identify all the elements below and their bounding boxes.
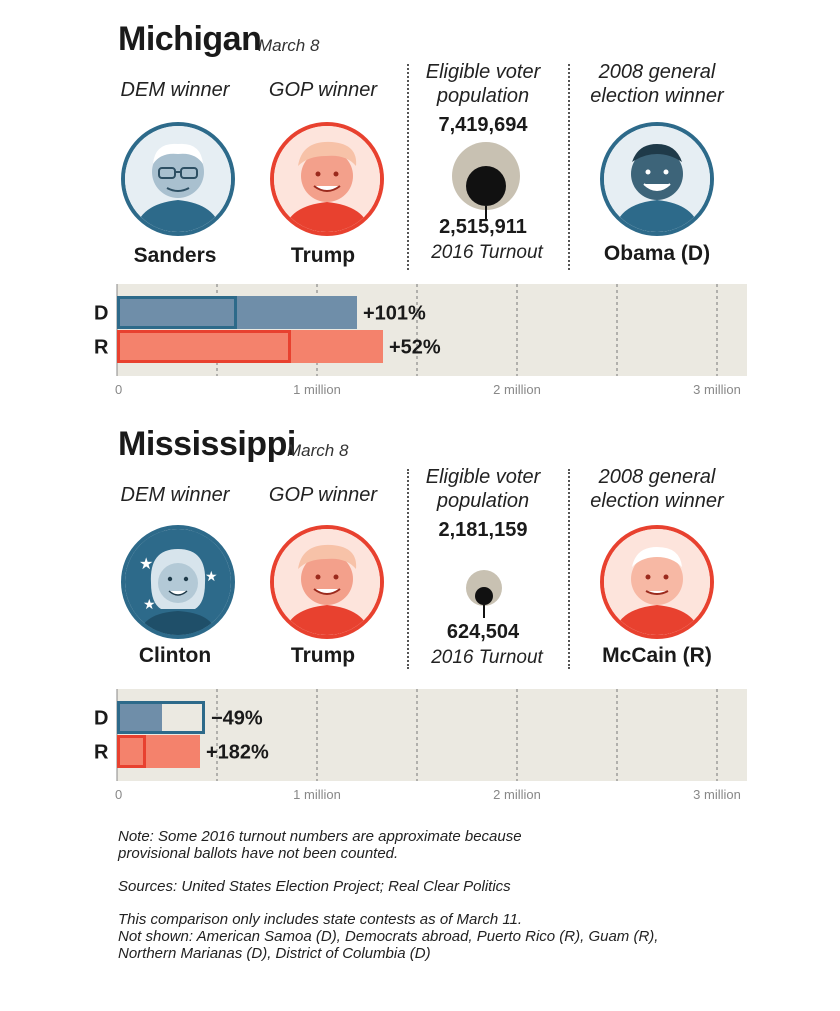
eligible-heading-line1: Eligible voter: [425, 61, 541, 83]
turnout-label: 2016 Turnout: [431, 647, 543, 668]
tick-label: 1 million: [293, 382, 341, 397]
sanders-portrait: [121, 122, 235, 236]
rep-2016-bar: [117, 330, 383, 363]
tick-label: 2 million: [493, 787, 541, 802]
dem-winner-name: Sanders: [133, 244, 217, 267]
scope-line: This comparison only includes state cont…: [118, 911, 523, 928]
category-label: D: [94, 708, 108, 730]
turnout-bar-chart: D −49% R +182% 0 1 million 2 million 3 million: [90, 689, 760, 814]
dem-winner-heading: DEM winner: [120, 484, 230, 506]
note-paragraph: Note: Some 2016 turnout numbers are appr…: [118, 828, 798, 862]
gop-winner-name: Trump: [290, 244, 356, 267]
eligible-heading: Eligible voter population: [402, 465, 564, 513]
chart-svg: D +101% R +52% 0 1 million 2 million 3 million: [94, 284, 747, 397]
divider-right: [568, 469, 570, 669]
gop-winner-heading: GOP winner: [268, 79, 378, 101]
scope-paragraph: This comparison only includes state cont…: [118, 911, 798, 962]
gop-winner-name: Trump: [290, 644, 356, 667]
change-label: +52%: [389, 337, 441, 359]
state-title: Mississippi: [118, 425, 296, 463]
primary-date: March 8: [287, 441, 349, 460]
general-heading-line1: 2008 general: [598, 61, 716, 83]
change-label: −49%: [211, 708, 263, 730]
dem-winner-name: Clinton: [138, 644, 212, 667]
footnotes: Note: Some 2016 turnout numbers are appr…: [118, 828, 798, 978]
scope-line: Northern Marianas (D), District of Colum…: [118, 945, 431, 962]
obama-portrait: [600, 122, 714, 236]
rep-2008-bar-outline: [117, 735, 146, 768]
svg-text:★: ★: [143, 596, 156, 612]
mississippi-section: Mississippi March 8 DEM winner GOP winne…: [0, 425, 840, 805]
eligible-heading-line2: population: [436, 490, 530, 512]
gop-winner-heading: GOP winner: [268, 484, 378, 506]
general-heading: 2008 general election winner: [574, 465, 740, 513]
turnout-label: 2016 Turnout: [431, 242, 543, 263]
trump-portrait: [270, 525, 384, 639]
general-winner-name: McCain (R): [602, 644, 712, 667]
category-label: R: [94, 337, 109, 359]
note-line: Note: Some 2016 turnout numbers are appr…: [118, 828, 522, 845]
michigan-section: Michigan March 8 DEM winner GOP winner E…: [0, 20, 840, 400]
general-heading: 2008 general election winner: [574, 60, 740, 108]
state-title: Michigan: [118, 20, 262, 58]
clinton-portrait: ★ ★ ★: [121, 525, 235, 639]
turnout-count: 2,515,911: [439, 216, 527, 238]
divider-left: [407, 469, 409, 669]
svg-text:★: ★: [205, 568, 218, 584]
dem-2008-bar-outline: [117, 296, 237, 329]
note-line: provisional ballots have not been counte…: [118, 845, 399, 862]
primary-date: March 8: [258, 36, 320, 55]
eligible-heading-line2: population: [436, 85, 530, 107]
eligible-heading-line1: Eligible voter: [425, 466, 541, 488]
general-winner-name: Obama (D): [603, 242, 711, 265]
tick-label: 3 million: [693, 382, 741, 397]
change-label: +101%: [363, 303, 426, 325]
tick-label: 2 million: [493, 382, 541, 397]
chart-svg: D −49% R +182% 0 1 million 2 million 3 million: [94, 689, 747, 802]
turnout-circle: [466, 166, 506, 206]
mccain-portrait: [600, 525, 714, 639]
turnout-circles: [466, 570, 502, 618]
change-label: +182%: [206, 742, 269, 764]
eligible-count: 2,181,159: [438, 519, 528, 541]
dem-2008-bar-outline: [117, 701, 205, 734]
rep-2008-bar-outline: [117, 330, 291, 363]
general-heading-line2: election winner: [590, 490, 724, 512]
eligible-heading: Eligible voter population: [402, 60, 564, 108]
general-heading-line2: election winner: [590, 85, 724, 107]
tick-label: 0: [115, 787, 122, 802]
dem-2016-bar: [117, 701, 162, 734]
scope-line: Not shown: American Samoa (D), Democrats…: [118, 928, 659, 945]
turnout-bar-chart: D +101% R +52% 0 1 million 2 million 3 million: [90, 284, 760, 409]
sources: Sources: United States Election Project;…: [118, 878, 511, 895]
trump-portrait: [270, 122, 384, 236]
tick-label: 1 million: [293, 787, 341, 802]
tick-label: 3 million: [693, 787, 741, 802]
turnout-circles: [452, 142, 520, 220]
eligible-count: 7,419,694: [438, 114, 528, 136]
category-label: R: [94, 742, 109, 764]
turnout-count: 624,504: [446, 621, 520, 643]
general-heading-line1: 2008 general: [598, 466, 716, 488]
tick-label: 0: [115, 382, 122, 397]
chart-background: [117, 689, 747, 781]
category-label: D: [94, 303, 108, 325]
turnout-circle: [475, 587, 493, 605]
rep-2016-bar: [117, 735, 200, 768]
dem-winner-heading: DEM winner: [120, 79, 230, 101]
divider-right: [568, 64, 570, 270]
svg-text:★: ★: [139, 556, 153, 573]
divider-left: [407, 64, 409, 270]
